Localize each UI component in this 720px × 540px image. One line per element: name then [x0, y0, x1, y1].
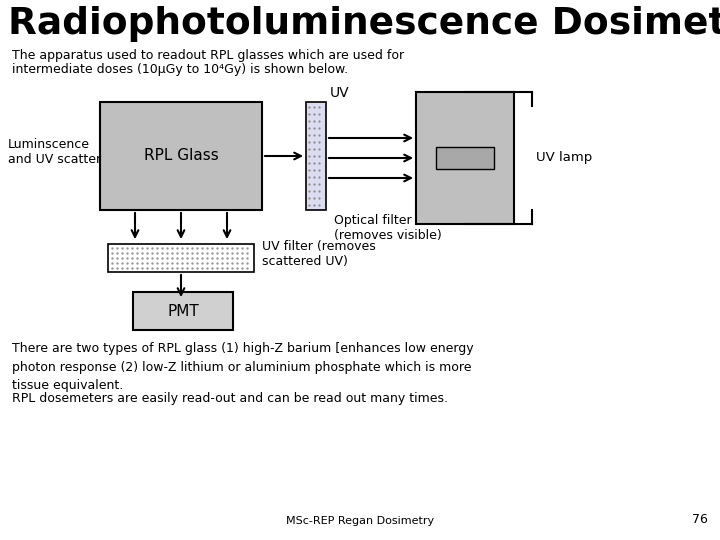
Bar — [436, 147, 494, 169]
Text: UV: UV — [330, 86, 350, 100]
Text: MSc-REP Regan Dosimetry: MSc-REP Regan Dosimetry — [286, 516, 434, 526]
Text: intermediate doses (10μGy to 10⁴Gy) is shown below.: intermediate doses (10μGy to 10⁴Gy) is s… — [12, 63, 348, 76]
Text: RPL dosemeters are easily read-out and can be read out many times.: RPL dosemeters are easily read-out and c… — [12, 392, 448, 405]
Text: RPL Glass: RPL Glass — [143, 148, 218, 164]
Bar — [133, 292, 233, 330]
Text: Optical filter
(removes visible): Optical filter (removes visible) — [334, 214, 442, 242]
Bar — [108, 244, 254, 272]
Text: There are two types of RPL glass (1) high-Z barium [enhances low energy
photon r: There are two types of RPL glass (1) hig… — [12, 342, 474, 392]
Text: UV lamp: UV lamp — [536, 152, 593, 165]
Text: UV filter (removes
scattered UV): UV filter (removes scattered UV) — [262, 240, 376, 268]
Text: Luminscence
and UV scatter: Luminscence and UV scatter — [8, 138, 101, 166]
Bar — [306, 102, 326, 210]
Text: The apparatus used to readout RPL glasses which are used for: The apparatus used to readout RPL glasse… — [12, 49, 404, 62]
Bar — [416, 92, 514, 224]
Text: Radiophotoluminescence Dosimetry: Radiophotoluminescence Dosimetry — [8, 6, 720, 42]
Text: 76: 76 — [692, 513, 708, 526]
Bar — [100, 102, 262, 210]
Text: PMT: PMT — [167, 303, 199, 319]
